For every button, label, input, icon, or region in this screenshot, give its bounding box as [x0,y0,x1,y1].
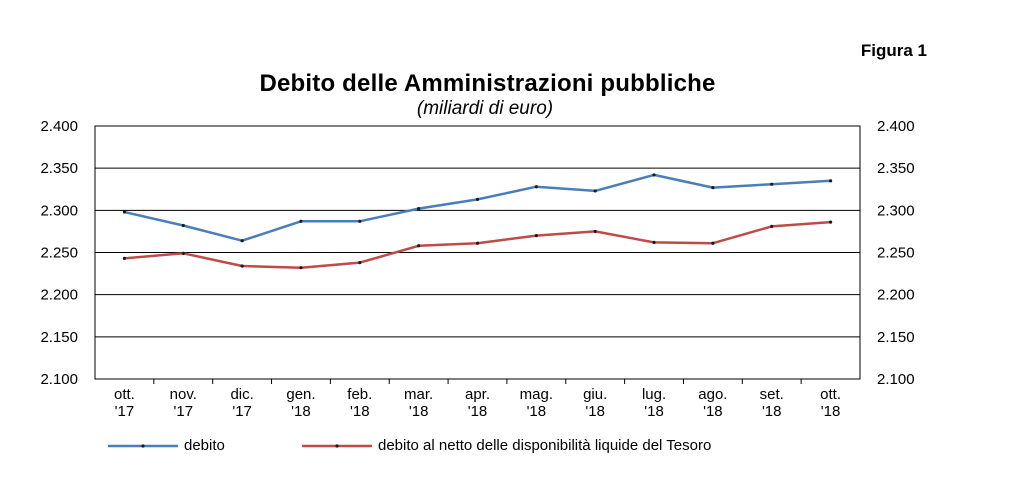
data-point [711,185,715,190]
data-point [652,173,656,177]
legend-label-debito: debito [184,437,225,454]
legend: debito debito al netto delle disponibili… [0,437,1024,459]
x-tick-label-month: mar. [404,386,433,403]
y-tick-label-left: 2.400 [40,118,78,135]
data-point [299,266,303,270]
data-point [534,234,538,238]
data-point [593,229,597,234]
legend-item-debito-netto: debito al netto delle disponibilità liqu… [302,437,711,454]
y-tick-label-left: 2.300 [40,202,78,219]
y-tick-label-left: 2.200 [40,287,78,304]
data-point [534,185,538,189]
chart-subtitle: (miliardi di euro) [416,98,554,119]
axis-ticks [153,379,802,384]
data-point [770,224,774,228]
y-tick-label-right: 2.100 [877,371,915,388]
x-tick-label-year: '18 [644,403,664,420]
y-tick-label-right: 2.150 [877,329,915,346]
series-line-debito-netto [124,220,831,269]
y-tick-label-right: 2.350 [877,160,915,177]
y-tick-label-right: 2.200 [877,287,915,304]
legend-swatch-debito [108,443,178,448]
data-point [181,251,185,255]
x-tick-label-month: ott. [820,386,841,403]
chart-title: Debito delle Amministrazioni pubbliche [259,70,716,97]
x-tick-label-year: '18 [821,403,841,420]
x-tick-label-year: '18 [762,403,782,420]
data-point [417,207,421,211]
x-tick-label-month: ago. [698,386,727,403]
legend-swatch-debito-netto [302,443,372,448]
data-point [122,256,127,261]
data-point [593,189,597,193]
x-tick-labels: ott.'17nov.'17dic.'17gen.'18feb.'18mar.'… [114,386,841,420]
x-tick-label-month: gen. [286,386,315,403]
y-tick-label-left: 2.350 [40,160,78,177]
data-point [240,264,244,268]
x-tick-label-year: '18 [585,403,605,420]
data-point [181,223,185,228]
y-tick-label-left: 2.150 [40,329,78,346]
legend-item-debito: debito [108,437,225,454]
x-tick-label-month: nov. [170,386,197,403]
data-point [240,239,244,243]
x-tick-label-year: '18 [703,403,723,420]
data-point [828,220,833,224]
plot-area [94,125,861,380]
data-point [122,210,127,214]
legend-label-debito-netto: debito al netto delle disponibilità liqu… [378,437,712,454]
x-tick-label-month: apr. [465,386,490,403]
y-tick-label-right: 2.400 [877,118,915,135]
data-point [358,261,362,265]
data-point [417,244,421,248]
series-lines [122,173,833,270]
data-point [358,219,362,223]
figure-label: Figura 1 [860,41,927,60]
x-tick-label-year: '17 [115,403,135,420]
y-tick-label-left: 2.250 [40,245,78,262]
x-tick-label-month: ott. [114,386,135,403]
data-point [711,241,715,245]
x-tick-label-month: feb. [347,386,372,403]
x-tick-label-month: lug. [642,386,666,403]
x-tick-label-year: '18 [291,403,311,420]
x-tick-label-year: '18 [468,403,488,420]
series-line-debito [124,173,831,242]
y-tick-label-right: 2.300 [877,202,915,219]
data-point [475,241,480,245]
x-tick-label-month: set. [760,386,784,403]
x-tick-label-month: dic. [230,386,253,403]
y-tick-label-left: 2.100 [40,371,78,388]
x-tick-label-year: '18 [527,403,547,420]
data-point [652,240,656,244]
x-tick-label-year: '17 [232,403,252,420]
data-point [770,182,774,186]
x-tick-label-month: mag. [520,386,553,403]
x-tick-label-year: '18 [350,403,370,420]
gridlines [95,167,860,338]
data-point [828,179,833,183]
x-tick-label-year: '17 [173,403,193,420]
data-point [475,197,480,201]
y-tick-label-right: 2.250 [877,245,915,262]
x-tick-label-year: '18 [409,403,429,420]
y-tick-labels: 2.100 2.100 2.150 2.150 2.200 2.200 2.250 2.250… [40,118,914,388]
x-tick-label-month: giu. [583,386,607,403]
data-point [299,219,303,223]
